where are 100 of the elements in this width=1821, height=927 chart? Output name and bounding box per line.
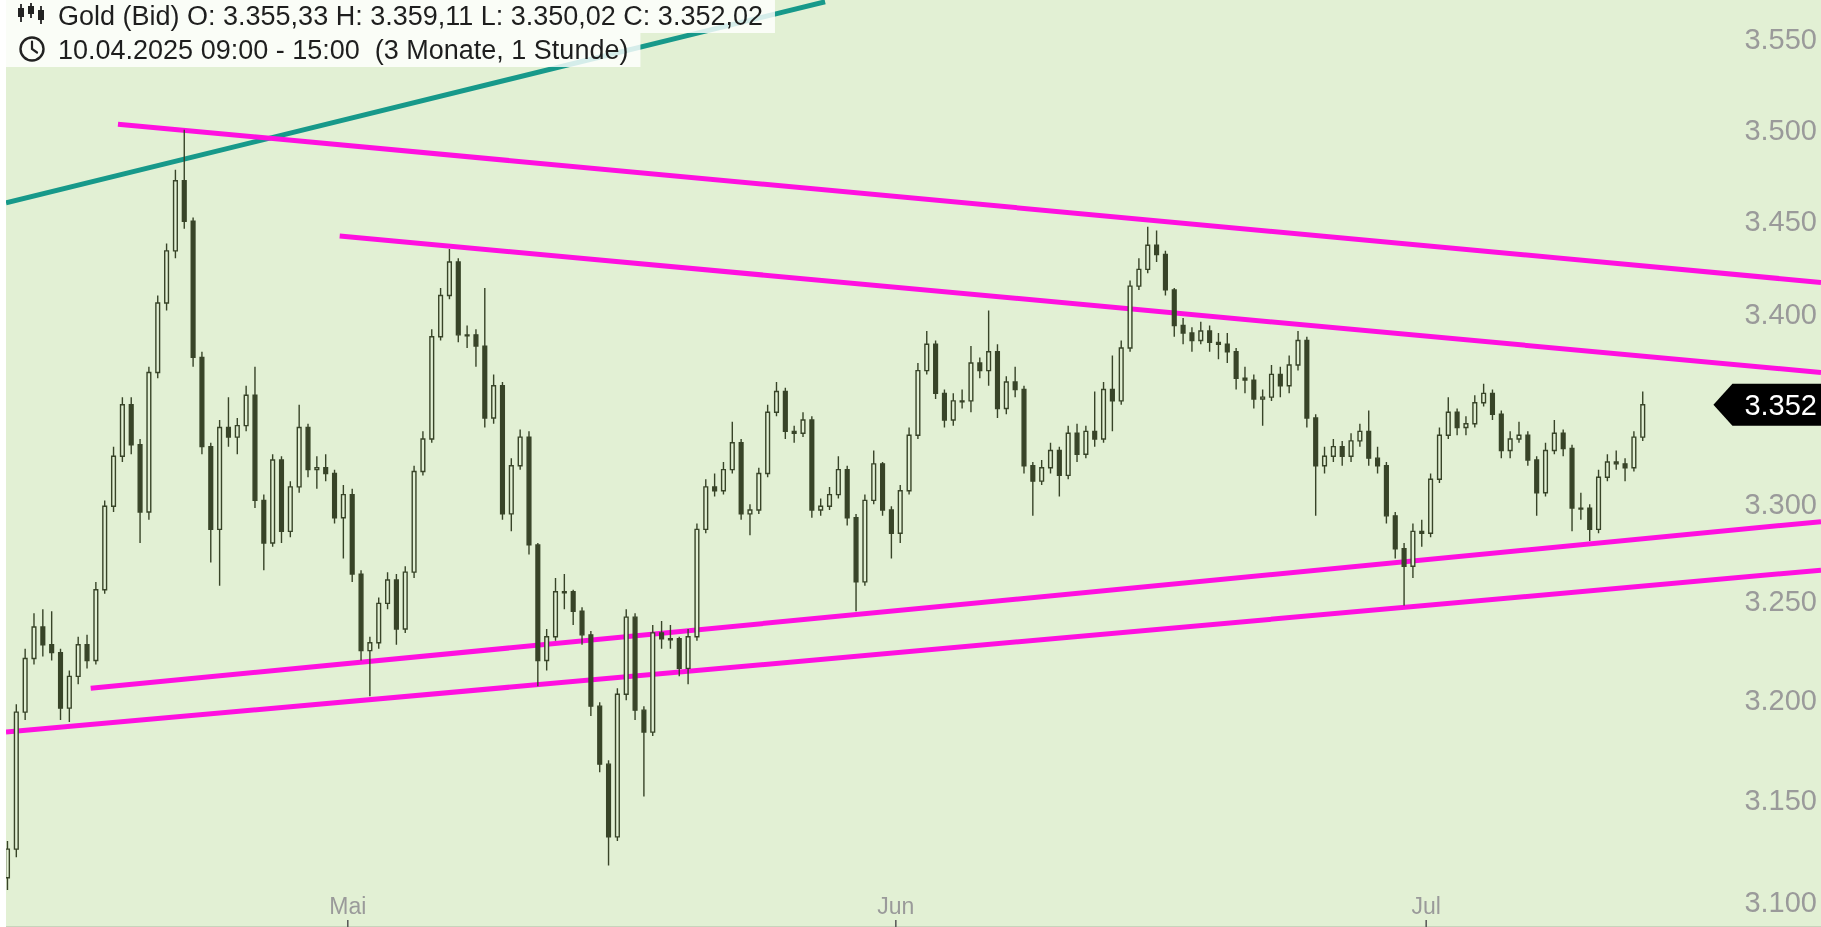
- candlestick: [119, 396, 125, 463]
- candlestick: [1145, 226, 1151, 274]
- candlestick: [1436, 426, 1442, 484]
- candlestick: [1118, 339, 1124, 406]
- candlestick: [110, 445, 117, 513]
- candlestick: [968, 345, 974, 414]
- candlestick: [482, 287, 488, 429]
- candlestick: [1198, 320, 1204, 345]
- candlestick: [862, 493, 868, 587]
- candlestick: [986, 309, 992, 387]
- x-tick-label: Jul: [1411, 893, 1441, 919]
- candlestick: [1622, 457, 1628, 482]
- candlestick: [544, 628, 550, 672]
- candlestick: [1074, 423, 1080, 463]
- candlestick: [535, 542, 541, 687]
- candlestick: [1348, 432, 1354, 463]
- candlestick: [349, 488, 355, 583]
- candlestick: [1410, 522, 1416, 579]
- candlestick: [252, 366, 258, 509]
- candlestick: [676, 636, 682, 678]
- candlestick: [1039, 459, 1045, 486]
- candlestick: [1366, 409, 1372, 467]
- candlestick: [225, 396, 232, 448]
- candlestick: [747, 503, 753, 536]
- candlestick: [1127, 279, 1133, 353]
- candlestick: [1516, 421, 1522, 444]
- candlestick: [729, 421, 735, 475]
- candlestick: [1224, 332, 1230, 364]
- candlestick: [1207, 324, 1213, 353]
- y-tick-label: 3.250: [1744, 585, 1817, 618]
- candlestick: [1631, 430, 1637, 473]
- candlestick: [331, 468, 338, 525]
- candlestick: [1109, 354, 1115, 433]
- x-tick-label: Mai: [329, 893, 367, 919]
- candlestick: [473, 328, 479, 368]
- text: 10.04.2025 09:00 - 15:00 (3 Monate, 1 Stunde): [58, 35, 629, 65]
- candlestick: [641, 705, 647, 798]
- candlestick: [871, 449, 877, 505]
- candlestick: [190, 216, 196, 368]
- candlestick: [75, 636, 81, 685]
- candlestick: [1357, 423, 1363, 448]
- candlestick: [376, 596, 382, 650]
- candlestick: [22, 647, 28, 721]
- candlestick: [438, 287, 444, 342]
- candlestick: [181, 128, 187, 230]
- candlestick: [1233, 347, 1239, 391]
- candlestick: [659, 620, 665, 650]
- candlestick: [773, 381, 780, 417]
- candlestick: [950, 392, 956, 427]
- candlestick: [340, 484, 346, 560]
- candlestick: [234, 417, 240, 455]
- candlestick: [1215, 332, 1222, 360]
- candlestick: [791, 424, 797, 444]
- candlestick: [287, 480, 293, 538]
- candlestick: [1392, 511, 1398, 560]
- candlestick: [385, 571, 391, 610]
- candlestick: [323, 453, 329, 482]
- candlestick: [314, 455, 320, 490]
- candlestick: [358, 569, 364, 662]
- candlestick: [491, 373, 497, 425]
- candlestick: [455, 257, 461, 344]
- candlestick: [208, 442, 214, 564]
- candlestick: [552, 577, 559, 642]
- candlestick: [994, 343, 1001, 419]
- candlestick: [703, 478, 709, 534]
- y-tick-label: 3.400: [1744, 298, 1817, 331]
- candlestick: [464, 324, 470, 349]
- candlestick: [800, 411, 806, 438]
- candlestick: [446, 248, 452, 300]
- candlestick: [270, 453, 276, 548]
- candlestick: [623, 608, 629, 701]
- candlestick: [393, 573, 399, 646]
- candlestick: [1560, 428, 1566, 457]
- candlestick: [756, 467, 762, 515]
- candlestick: [570, 589, 576, 626]
- x-tick-label: Jun: [877, 893, 915, 919]
- candlestick: [1047, 442, 1054, 475]
- candlestick: [172, 169, 178, 259]
- candlestick: [1463, 415, 1469, 436]
- y-tick-label: 3.300: [1744, 488, 1817, 521]
- candlestick: [588, 630, 594, 717]
- candlestick: [1640, 390, 1646, 442]
- candlestick: [1268, 364, 1275, 402]
- candlestick: [517, 428, 523, 471]
- candlestick: [1083, 424, 1089, 459]
- candlestick: [199, 351, 205, 455]
- candlestick: [305, 423, 311, 479]
- candlestick: [1030, 461, 1036, 517]
- candlestick: [1534, 455, 1540, 517]
- candlestick: [1445, 396, 1451, 440]
- candlestick: [1295, 330, 1301, 372]
- candlestick: [809, 415, 815, 519]
- candlestick: [694, 522, 700, 642]
- candlestick: [402, 565, 408, 634]
- candlestick: [667, 624, 673, 650]
- candlestick: [1525, 430, 1531, 467]
- candlestick: [1472, 394, 1478, 429]
- y-tick-label: 3.150: [1744, 784, 1817, 817]
- candlestick: [261, 493, 267, 571]
- candlestick: [650, 624, 656, 737]
